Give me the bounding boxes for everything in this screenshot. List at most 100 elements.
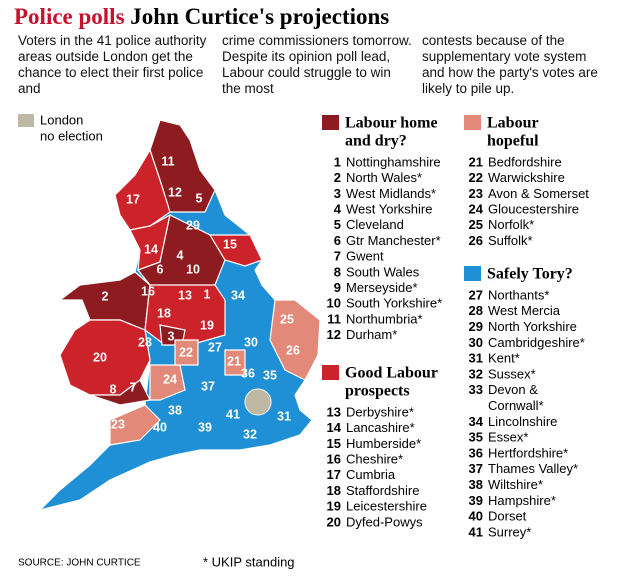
item-name: Kent* [488,351,520,366]
region [109,404,161,446]
item-name: Sussex* [488,366,536,381]
item-name: North Yorkshire [488,319,577,334]
item-number: 20 [327,514,341,529]
item-name: Derbyshire* [346,404,414,419]
item-number: 41 [469,524,483,539]
item-name: Leicestershire [346,499,427,514]
map-label: 8 [110,382,117,396]
item-name: Warwickshire [488,170,565,185]
map-label: 23 [111,417,125,431]
item-name: Cumbria [346,467,396,482]
item-number: 2 [334,170,341,185]
intro-column: Voters in the 41 police authority areas … [18,33,207,96]
map-shapes [38,119,321,512]
item-number: 38 [469,477,483,492]
group-heading: prospects [345,383,410,400]
map-label: 15 [223,237,237,251]
map-label: 34 [231,288,245,302]
group-heading: Labour home [345,115,438,132]
map-label: 32 [243,427,257,441]
map-label: 13 [178,288,192,302]
map-label: 16 [141,284,155,298]
item-number: 21 [469,154,483,169]
map-label: 29 [186,218,200,232]
london-key-swatch [18,114,34,127]
map-label: 36 [241,366,255,380]
item-number: 19 [327,499,341,514]
map-label: 25 [280,312,294,326]
item-name: Gloucestershire [488,202,579,217]
region [89,379,151,406]
map-label: 4 [177,248,184,262]
map-label: 3 [168,329,175,343]
intro-column: crime commissioners tomorrow. Despite it… [222,33,412,96]
item-number: 15 [327,436,341,451]
map-label: 1 [204,287,211,301]
item-name: Cambridgeshire* [488,335,585,350]
item-number: 7 [334,249,341,264]
map-label: 11 [161,154,174,168]
map-label: 9 [122,263,129,277]
map-label: 17 [126,192,140,206]
item-number: 13 [327,404,341,419]
map-label: 39 [198,420,212,434]
item-number: 10 [327,296,341,311]
map-label: 12 [168,185,182,199]
item-number: 39 [469,493,483,508]
london-key-label: no election [40,128,103,143]
item-name: Hampshire* [488,493,556,508]
title: Police polls John Curtice's projections [14,4,389,30]
item-name: West Midlands* [346,186,436,201]
item-number: 18 [327,483,341,498]
item-number: 26 [469,233,483,248]
map-label: 24 [163,372,177,386]
footnote: * UKIP standing [203,554,295,569]
item-name: Bedfordshire [488,154,562,169]
title-black: John Curtice's projections [130,4,390,29]
item-name: Staffordshire [346,483,419,498]
map-label: 31 [277,409,291,423]
map-label: 35 [263,368,277,382]
item-name: Lancashire* [346,420,415,435]
map-label: 40 [153,420,167,434]
item-name: Northants* [488,287,549,302]
group-heading: hopeful [487,133,539,150]
item-name: Lincolnshire [488,414,557,429]
map-label: 20 [93,350,107,364]
item-name: West Mercia [488,303,561,318]
item-number: 31 [469,351,483,366]
item-number: 34 [469,414,484,429]
item-number: 33 [469,382,483,397]
item-name: Dyfed-Powys [346,514,423,529]
source: SOURCE: JOHN CURTICE [18,558,141,569]
item-number: 24 [469,202,484,217]
item-name: Humberside* [346,436,421,451]
item-name: Gtr Manchester* [346,233,441,248]
map-label: 26 [286,343,300,357]
item-number: 25 [469,217,483,232]
item-name: Norfolk* [488,217,534,232]
map-label: 7 [130,380,137,394]
item-number: 40 [469,509,483,524]
item-number: 23 [469,186,483,201]
item-number: 5 [334,217,341,232]
map-label: 37 [201,379,215,393]
item-name: Hertfordshire* [488,445,568,460]
group-swatch [322,115,339,130]
map-label: 41 [226,407,240,421]
group-heading: Labour [487,115,539,132]
item-number: 35 [469,430,483,445]
map-label: 30 [244,335,258,349]
group-swatch [464,266,481,281]
item-number: 28 [469,303,483,318]
map-label: 38 [168,403,182,417]
item-name: Thames Valley* [488,461,578,476]
item-name: South Wales [346,264,420,279]
map-label: 5 [196,191,203,205]
item-number: 16 [327,452,341,467]
item-name: Nottinghamshire [346,154,441,169]
region [224,349,246,376]
item-name: Surrey* [488,524,531,539]
london-key-label: London [40,112,83,127]
